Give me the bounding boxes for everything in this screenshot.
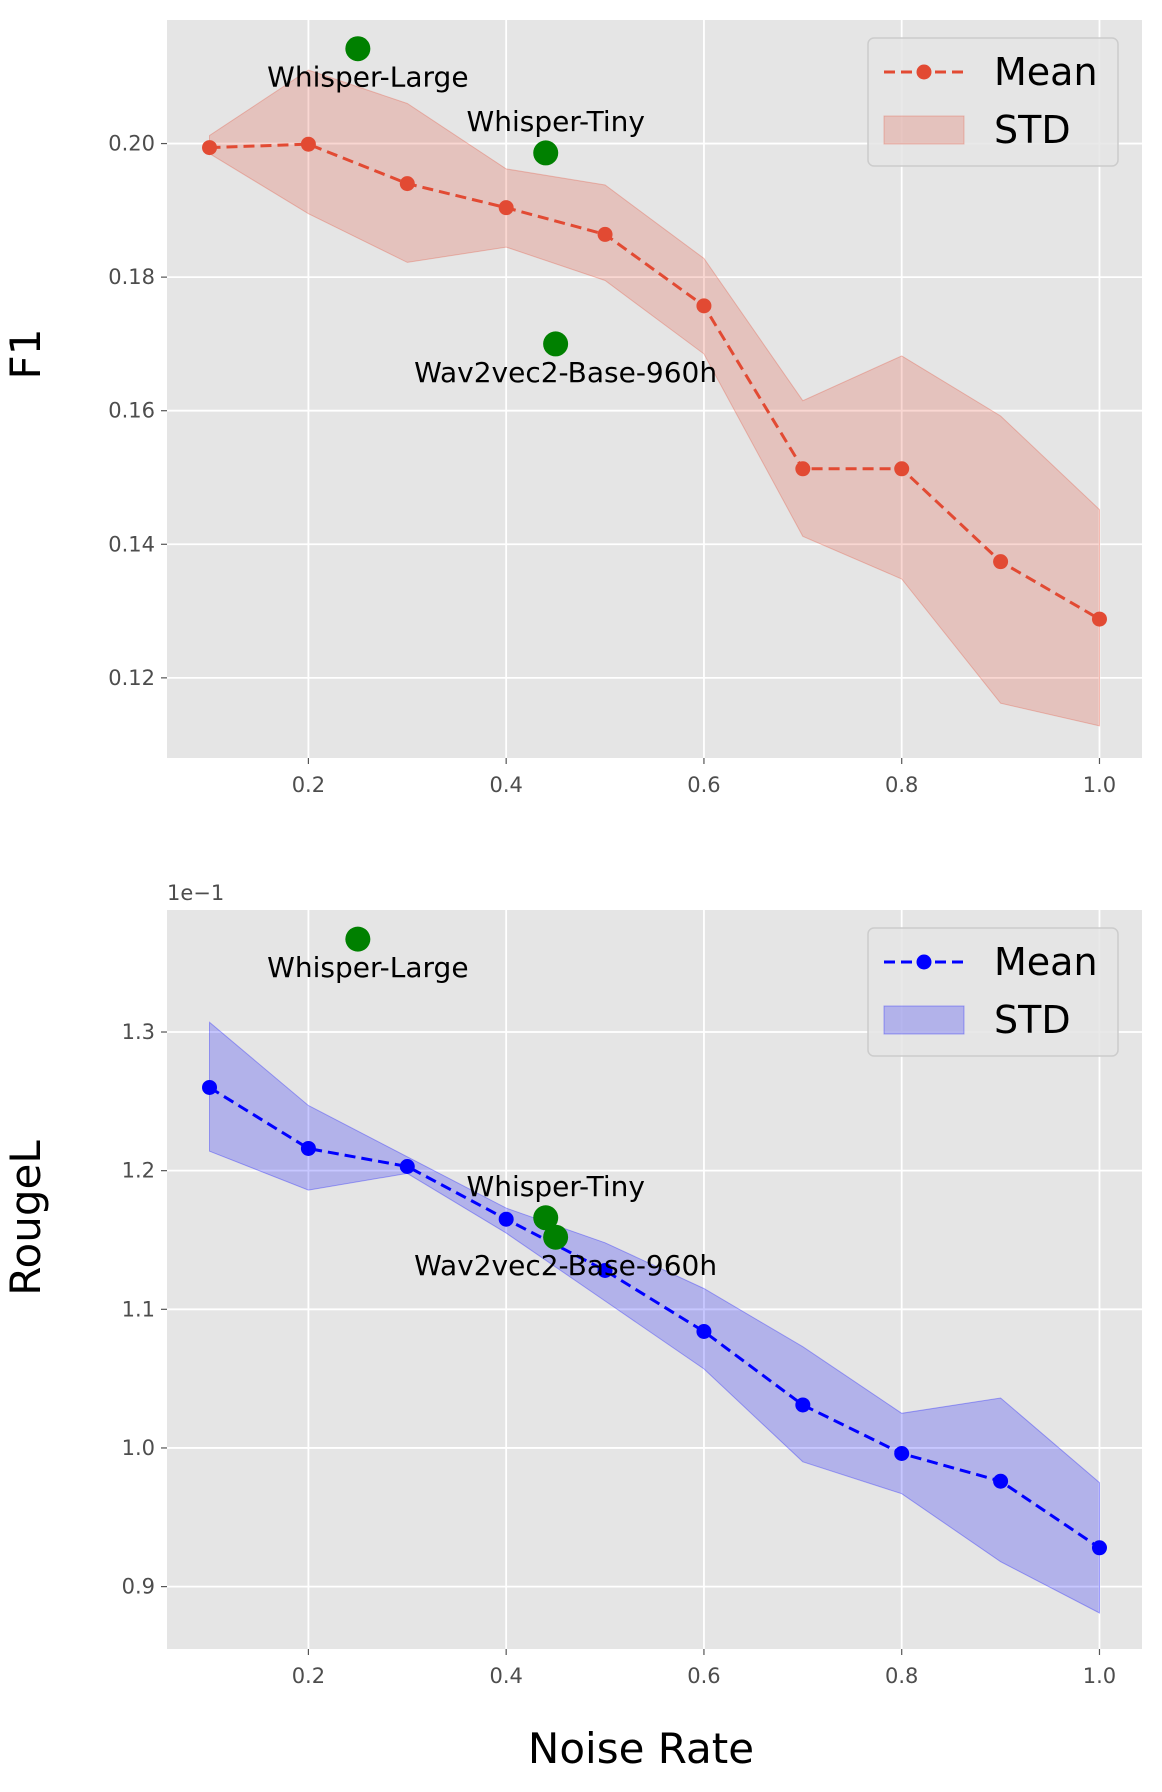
- x-tick-label: 0.2: [292, 773, 325, 797]
- chart-rougel: 0.2 0.4 0.6 0.8 1.0 0.9 1.0 1.1 1.2 1.3 1e−1 RougeL…: [1, 881, 1142, 1688]
- y-tick-label: 1.2: [122, 1159, 155, 1183]
- model-point: [533, 140, 559, 166]
- mean-point: [300, 1140, 316, 1156]
- x-tick-label: 0.4: [489, 773, 522, 797]
- mean-point: [795, 1397, 811, 1413]
- model-point: [345, 926, 371, 952]
- mean-point: [597, 226, 613, 242]
- model-point-label: Whisper-Large: [267, 61, 468, 94]
- model-point-label: Whisper-Tiny: [467, 1170, 645, 1203]
- y-tick-label: 0.14: [108, 532, 155, 556]
- mean-point: [993, 1473, 1009, 1489]
- y-tick-label: 1.3: [122, 1020, 155, 1044]
- mean-point: [597, 1262, 613, 1278]
- mean-point: [399, 1159, 415, 1175]
- y-tick-label: 0.12: [108, 666, 155, 690]
- mean-point: [894, 1446, 910, 1462]
- legend-label-mean: Mean: [994, 50, 1098, 94]
- y-tick-label: 0.20: [108, 132, 155, 156]
- mean-point: [1091, 1540, 1107, 1556]
- mean-point: [399, 176, 415, 192]
- x-tick-label: 1.0: [1083, 1664, 1116, 1688]
- x-tick-label: 0.8: [885, 1664, 918, 1688]
- y-axis-label: RougeL: [1, 1140, 50, 1296]
- mean-line: [209, 142, 1101, 621]
- model-point-label: Whisper-Tiny: [467, 105, 645, 138]
- mean-point: [498, 1211, 514, 1227]
- mean-point: [1091, 611, 1107, 627]
- y-tick-label: 1.1: [122, 1297, 155, 1321]
- y-tick-label: 0.16: [108, 399, 155, 423]
- mean-line: [208, 1086, 1101, 1550]
- mean-point: [696, 1323, 712, 1339]
- y-axis-label: F1: [1, 329, 50, 380]
- mean-point: [202, 140, 218, 156]
- mean-point: [498, 200, 514, 216]
- mean-point: [300, 136, 316, 152]
- model-point: [543, 1224, 569, 1250]
- x-tick-label: 0.2: [292, 1664, 325, 1688]
- mean-point: [795, 461, 811, 477]
- model-point: [533, 1205, 559, 1231]
- model-point: [345, 36, 371, 62]
- legend-label-std: STD: [994, 998, 1071, 1042]
- mean-point: [993, 554, 1009, 570]
- legend-label-std: STD: [994, 108, 1071, 152]
- model-point-label: Wav2vec2-Base-960h: [414, 356, 717, 389]
- mean-point: [894, 461, 910, 477]
- model-point-label: Wav2vec2-Base-960h: [414, 1249, 717, 1282]
- legend-mean-marker: [916, 954, 932, 970]
- x-tick-label: 0.4: [489, 1664, 522, 1688]
- mean-point: [696, 298, 712, 314]
- y-tick-label: 1.0: [122, 1436, 155, 1460]
- model-point: [543, 331, 569, 357]
- model-point-label: Whisper-Large: [267, 951, 468, 984]
- y-offset-text: 1e−1: [167, 881, 224, 905]
- x-tick-label: 0.8: [885, 773, 918, 797]
- y-tick-label: 0.9: [122, 1575, 155, 1599]
- x-axis-label: Noise Rate: [528, 1724, 754, 1773]
- x-tick-label: 0.6: [687, 1664, 720, 1688]
- x-tick-label: 0.6: [687, 773, 720, 797]
- legend-label-mean: Mean: [994, 940, 1098, 984]
- legend-std-swatch: [883, 115, 965, 145]
- y-tick-label: 0.18: [108, 265, 155, 289]
- mean-point: [202, 1079, 218, 1095]
- legend-std-swatch: [883, 1005, 965, 1035]
- x-tick-label: 1.0: [1083, 773, 1116, 797]
- chart-f1: 0.2 0.4 0.6 0.8 1.0 0.12 0.14 0.16 0.18 0.20 F1 Whi…: [1, 20, 1142, 797]
- legend-mean-marker: [916, 64, 932, 80]
- std-band: [209, 69, 1100, 727]
